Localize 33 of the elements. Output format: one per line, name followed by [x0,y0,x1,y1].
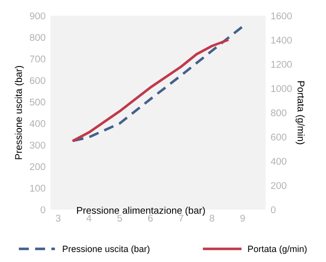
y2-tick-label: 1600 [271,12,292,20]
y2-tick-label: 200 [271,182,286,189]
y-tick-label: 900 [30,12,46,20]
y-tick-label: 800 [30,34,46,41]
y-tick-label: 200 [30,163,46,170]
x-tick-label: 9 [240,214,245,222]
y-tick-label: 100 [30,184,46,192]
x-tick-label: 8 [210,214,214,222]
line-series [72,38,229,142]
y2-tick-label: 800 [270,109,286,116]
y-tick-label: 500 [30,98,46,106]
legend-label: Portata (g/min) [248,245,307,254]
y-axis-title: Pressione uscita (bar) [14,66,24,160]
x-tick-label: 7 [178,214,184,222]
y2-tick-label: 1400 [271,36,292,44]
y-tick-label: 700 [30,56,46,62]
x-tick-label: 6 [148,214,153,222]
y2-tick-label: 600 [271,134,286,141]
y2-tick-label: 1200 [271,60,292,68]
y-tick-label: 300 [30,142,46,149]
y-tick-label: 0 [40,206,46,214]
y2-tick-label: 400 [270,158,286,165]
y2-tick-label: 0 [270,206,276,214]
line-series [72,25,244,142]
x-tick-label: 4 [86,214,92,222]
y2-axis-title: Portata (g/min) [296,81,305,144]
y-tick-label: 400 [30,120,46,128]
x-tick-label: 3 [56,214,60,222]
legend-label: Pressione uscita (bar) [62,245,150,254]
x-axis-title: Pressione alimentazione (bar) [77,206,205,216]
y2-tick-label: 1000 [271,85,292,92]
x-tick-label: 5 [117,214,122,222]
y-tick-label: 600 [30,77,46,84]
